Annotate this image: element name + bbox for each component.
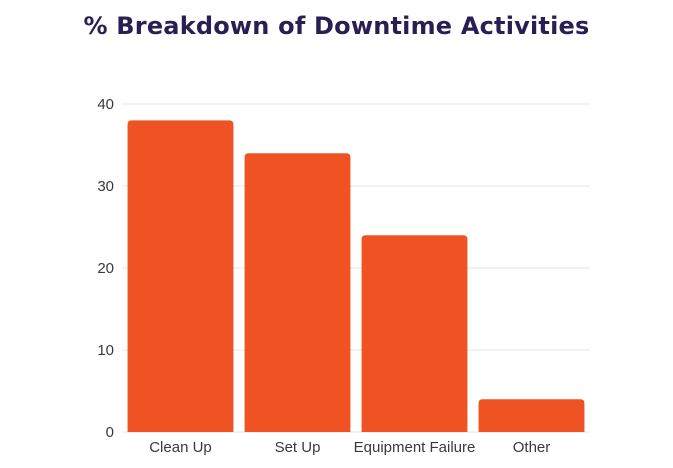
bar-clean-up (127, 120, 234, 433)
bar-set-up (244, 153, 351, 432)
bar-other (478, 399, 585, 432)
x-category-label: Other (513, 439, 551, 456)
y-tick-label: 30 (97, 178, 114, 195)
x-category-label: Set Up (275, 439, 321, 456)
x-axis-labels: Clean Up Set Up Equipment Failure Other (149, 439, 550, 456)
y-tick-label: 40 (97, 96, 114, 113)
y-tick-label: 0 (106, 424, 114, 441)
chart-title: % Breakdown of Downtime Activities (83, 12, 590, 40)
y-tick-label: 20 (97, 260, 114, 277)
y-tick-label: 10 (97, 342, 114, 359)
bar-equipment-failure (361, 235, 468, 432)
y-axis-ticks: 0 10 20 30 40 (97, 96, 114, 441)
x-category-label: Clean Up (149, 439, 212, 456)
bars (127, 120, 585, 433)
x-category-label: Equipment Failure (354, 439, 476, 456)
